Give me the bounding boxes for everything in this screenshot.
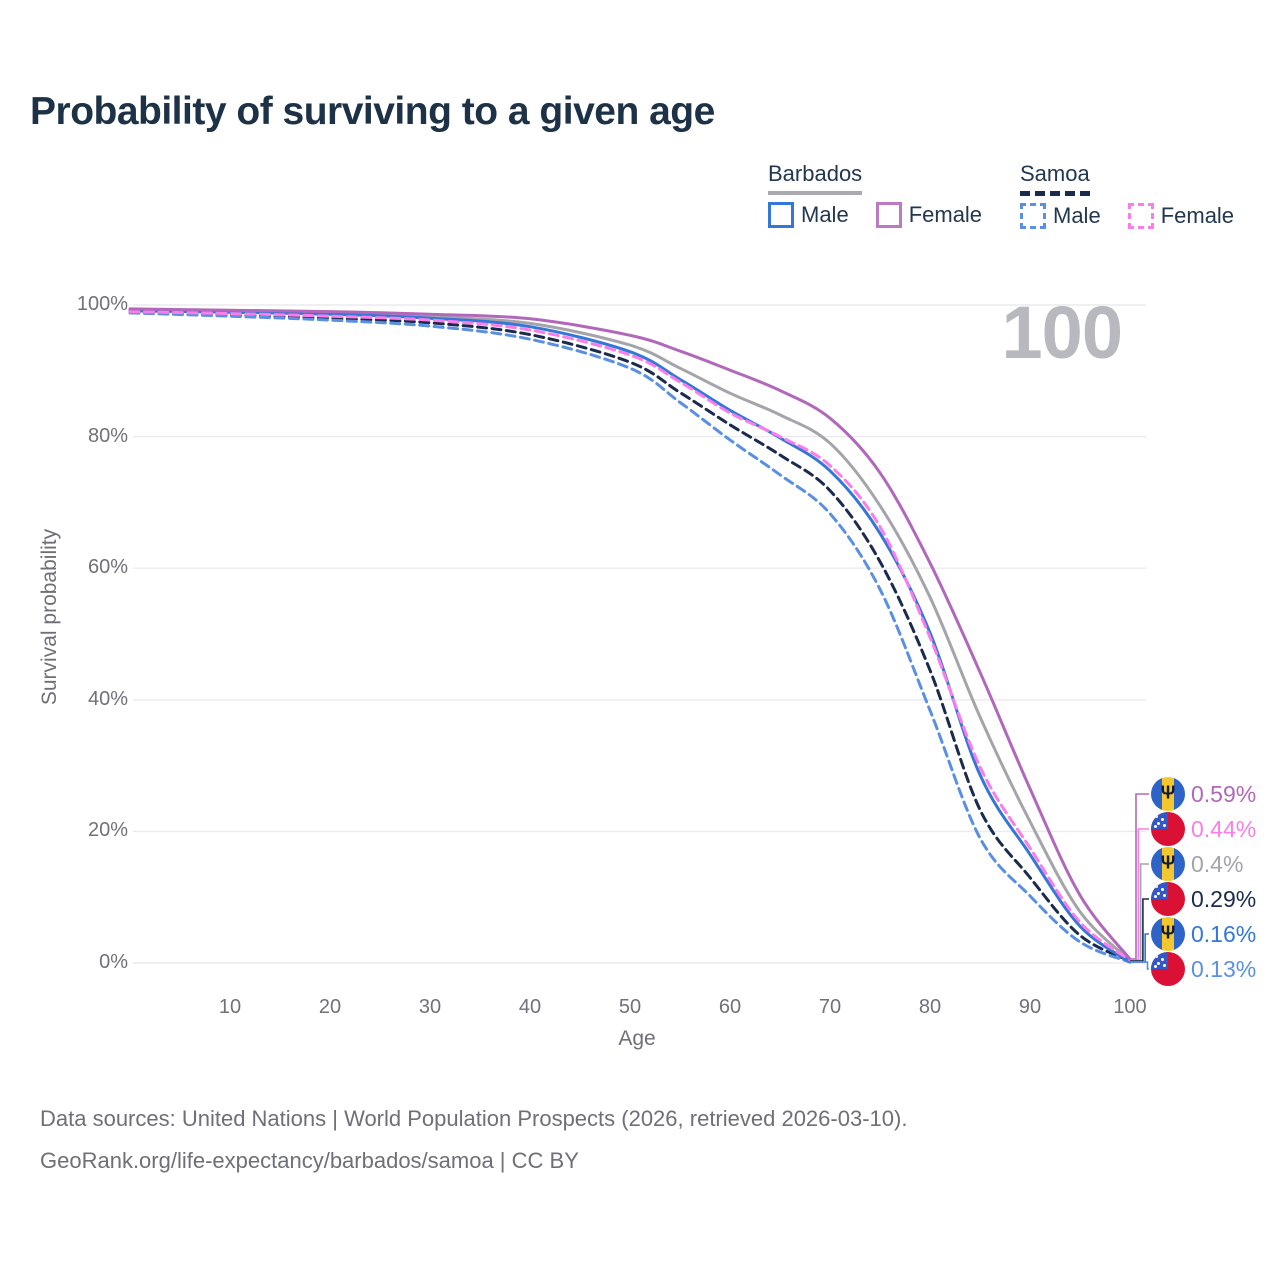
curve-barbados-female[interactable] — [128, 307, 1132, 961]
end-label-value: 0.16% — [1191, 920, 1257, 947]
legend-group-samoa: Samoa Male Female — [1020, 161, 1234, 229]
y-tick-label: 60% — [87, 556, 128, 579]
curve-samoa-male[interactable] — [128, 311, 1132, 964]
connector-barbados-male — [1130, 933, 1149, 963]
end-label-samoa-male: 0.13% — [1151, 952, 1256, 986]
end-label-barbados-total: Ψ 0.4% — [1151, 847, 1243, 881]
legend-item-barbados-male[interactable]: Male — [768, 202, 849, 228]
legend-item-samoa-female[interactable]: Female — [1127, 203, 1235, 229]
attribution-link-text: GeoRank.org/life-expectancy/barbados/sam… — [40, 1148, 579, 1173]
legend-swatch — [1020, 203, 1046, 229]
x-tick-label: 30 — [418, 996, 442, 1018]
x-tick-label: 70 — [818, 996, 842, 1018]
legend-swatch — [1127, 203, 1154, 229]
y-tick-label: 40% — [87, 687, 128, 710]
end-label-value: 0.4% — [1191, 850, 1244, 877]
end-label-samoa-female: 0.44% — [1151, 812, 1256, 846]
legend-item-barbados-female[interactable]: Female — [875, 202, 983, 228]
y-tick-label: 0% — [99, 951, 128, 973]
samoa-flag-icon — [1151, 812, 1185, 846]
legend-item-label: Female — [908, 202, 983, 227]
end-label-value: 0.13% — [1191, 955, 1257, 982]
x-tick-label: 80 — [918, 996, 942, 1018]
legend-swatch — [875, 202, 902, 228]
x-tick-label: 100 — [1113, 996, 1147, 1018]
end-label-value: 0.29% — [1191, 885, 1257, 912]
end-label-barbados-male: Ψ 0.16% — [1151, 917, 1256, 951]
connector-barbados-total — [1130, 863, 1149, 962]
connector-samoa-total — [1130, 898, 1149, 962]
page-title: Probability of surviving to a given age — [30, 90, 715, 133]
legend-item-label: Male — [801, 202, 849, 227]
legend-group-barbados: Barbados Male Female — [768, 161, 982, 228]
legend-swatch — [768, 202, 794, 228]
samoa-flag-icon — [1151, 882, 1185, 916]
x-tick-label: 20 — [318, 996, 342, 1018]
legend-group-title[interactable]: Barbados — [768, 161, 863, 195]
x-axis-title: Age — [618, 1027, 656, 1050]
barbados-flag-icon: Ψ — [1151, 847, 1185, 881]
connector-samoa-female — [1130, 828, 1149, 961]
x-tick-label: 40 — [518, 996, 542, 1018]
curve-barbados-total[interactable] — [128, 308, 1132, 962]
x-tick-label: 50 — [618, 996, 642, 1018]
legend-item-label: Female — [1160, 203, 1235, 228]
curve-samoa-female[interactable] — [128, 310, 1132, 962]
legend-group-title[interactable]: Samoa — [1020, 161, 1090, 196]
legend-item-label: Male — [1053, 203, 1101, 228]
y-tick-label: 100% — [76, 293, 128, 315]
trident-glyph: Ψ — [1160, 852, 1176, 873]
trident-glyph: Ψ — [1160, 922, 1176, 943]
legend-item-samoa-male[interactable]: Male — [1020, 203, 1101, 229]
end-label-value: 0.59% — [1191, 780, 1257, 807]
x-tick-label: 10 — [218, 996, 242, 1018]
trident-glyph: Ψ — [1160, 782, 1176, 803]
curve-barbados-male[interactable] — [128, 309, 1132, 964]
end-label-barbados-female: Ψ 0.59% — [1151, 777, 1256, 811]
barbados-flag-icon: Ψ — [1151, 917, 1185, 951]
y-tick-label: 80% — [87, 424, 128, 447]
end-label-value: 0.44% — [1191, 815, 1257, 842]
end-label-samoa-total: 0.29% — [1151, 882, 1256, 916]
x-tick-label: 60 — [718, 996, 742, 1018]
connector-samoa-male — [1130, 961, 1149, 970]
samoa-flag-icon — [1151, 952, 1185, 986]
y-tick-label: 20% — [87, 819, 128, 842]
age-counter-watermark: 100 — [1001, 291, 1123, 374]
connector-barbados-female — [1130, 793, 1149, 960]
curve-samoa-total[interactable] — [128, 310, 1132, 963]
data-sources-text: Data sources: United Nations | World Pop… — [40, 1106, 908, 1131]
x-tick-label: 90 — [1018, 996, 1042, 1018]
barbados-flag-icon: Ψ — [1151, 777, 1185, 811]
